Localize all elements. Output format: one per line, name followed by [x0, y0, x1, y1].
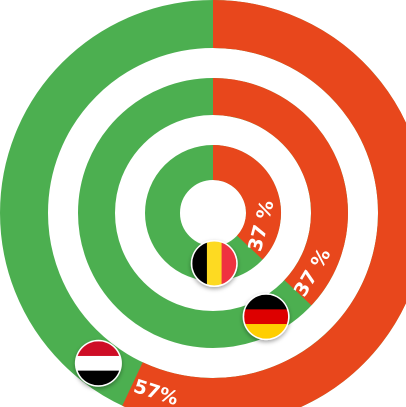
flag-stripe: [206, 241, 223, 286]
flag-stripe: [76, 355, 121, 372]
flag-stripes: [76, 341, 121, 386]
flag-stripe: [76, 370, 121, 386]
flag-stripe: [221, 241, 237, 286]
progress-arc: [212, 145, 281, 260]
flag-stripe: [76, 341, 121, 357]
progress-arc: [122, 0, 406, 407]
flag-icon: [190, 239, 238, 287]
flag-stripe: [244, 324, 289, 339]
flag-icon: [242, 293, 290, 341]
progress-arc: [212, 78, 348, 306]
flag-stripe: [244, 294, 289, 310]
flag-stripe: [244, 309, 289, 325]
flag-stripes: [244, 294, 289, 339]
flag-stripes: [192, 241, 237, 286]
flag-stripe: [192, 241, 208, 286]
flag-icon: [74, 339, 122, 387]
